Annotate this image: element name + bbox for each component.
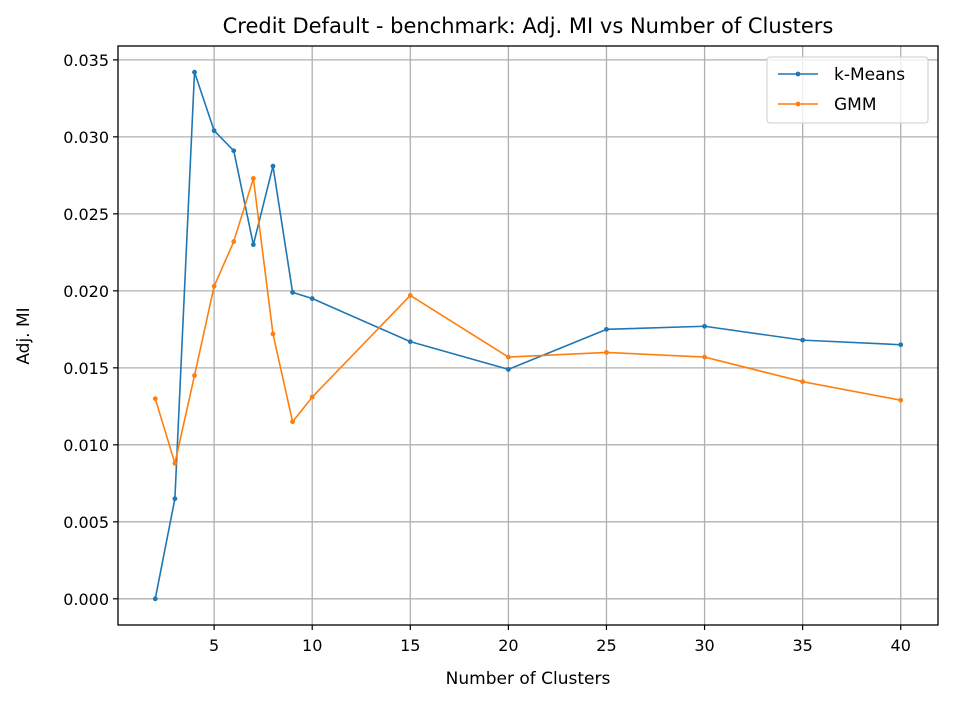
data-point-gmm <box>152 396 158 402</box>
data-point-gmm <box>800 379 806 385</box>
y-tick-label: 0.020 <box>63 282 109 301</box>
data-point-k-means <box>172 496 178 502</box>
data-point-k-means <box>250 242 256 248</box>
y-axis: 0.000 0.005 0.010 0.015 0.020 0.025 0.030 0.035 <box>63 51 118 609</box>
x-tick-label: 20 <box>498 636 518 655</box>
data-point-gmm <box>192 373 197 378</box>
data-point-gmm <box>270 331 276 337</box>
y-tick-label: 0.015 <box>63 359 109 378</box>
y-axis-label: Adj. MI <box>14 307 34 364</box>
grid <box>118 46 938 625</box>
data-point-gmm <box>211 283 217 289</box>
series-k-means <box>152 69 904 602</box>
data-point-k-means <box>309 296 315 301</box>
data-point-k-means <box>702 323 707 329</box>
data-point-k-means <box>152 596 158 602</box>
data-point-gmm <box>250 176 256 181</box>
data-point-k-means <box>211 128 217 134</box>
x-tick-label: 35 <box>792 636 812 655</box>
data-point-gmm <box>172 460 178 466</box>
y-tick-label: 0.010 <box>63 436 109 455</box>
y-tick-label: 0.030 <box>63 128 109 147</box>
data-point-gmm <box>290 419 295 425</box>
legend-label-k-means: k-Means <box>834 65 905 85</box>
legend-marker-gmm <box>795 101 801 107</box>
data-point-gmm <box>898 397 904 403</box>
x-axis: 5 10 15 20 25 30 35 40 <box>209 625 911 655</box>
legend-marker-k-means <box>795 71 801 77</box>
x-tick-label: 30 <box>694 636 714 655</box>
data-point-k-means <box>270 163 276 169</box>
data-point-gmm <box>309 394 315 400</box>
x-axis-label: Number of Clusters <box>446 669 611 689</box>
x-tick-label: 5 <box>209 636 219 655</box>
x-tick-label: 40 <box>891 636 911 655</box>
x-tick-label: 10 <box>302 636 322 655</box>
plot-frame <box>117 45 939 626</box>
data-point-k-means <box>505 366 511 372</box>
data-point-gmm <box>407 293 413 298</box>
data-point-gmm <box>231 239 237 244</box>
data-point-gmm <box>702 354 707 360</box>
series-layer <box>152 69 904 602</box>
data-point-k-means <box>290 289 295 295</box>
data-point-k-means <box>898 342 904 348</box>
x-tick-label: 15 <box>400 636 420 655</box>
data-point-k-means <box>192 69 197 75</box>
y-tick-label: 0.035 <box>63 51 109 70</box>
series-line-gmm <box>154 177 901 465</box>
data-point-k-means <box>407 339 413 345</box>
data-point-k-means <box>231 148 237 154</box>
data-point-k-means <box>604 326 609 332</box>
chart-title: Credit Default - benchmark: Adj. MI vs N… <box>223 14 834 38</box>
series-gmm <box>152 176 904 466</box>
y-tick-label: 0.025 <box>63 205 109 224</box>
data-point-gmm <box>604 350 609 355</box>
data-point-k-means <box>800 337 806 343</box>
data-point-gmm <box>505 354 511 360</box>
x-tick-label: 25 <box>596 636 616 655</box>
y-tick-label: 0.005 <box>63 513 109 532</box>
legend: k-Means GMM <box>766 56 929 124</box>
y-tick-label: 0.000 <box>63 590 109 609</box>
legend-label-gmm: GMM <box>834 95 877 115</box>
series-line-k-means <box>154 71 901 599</box>
